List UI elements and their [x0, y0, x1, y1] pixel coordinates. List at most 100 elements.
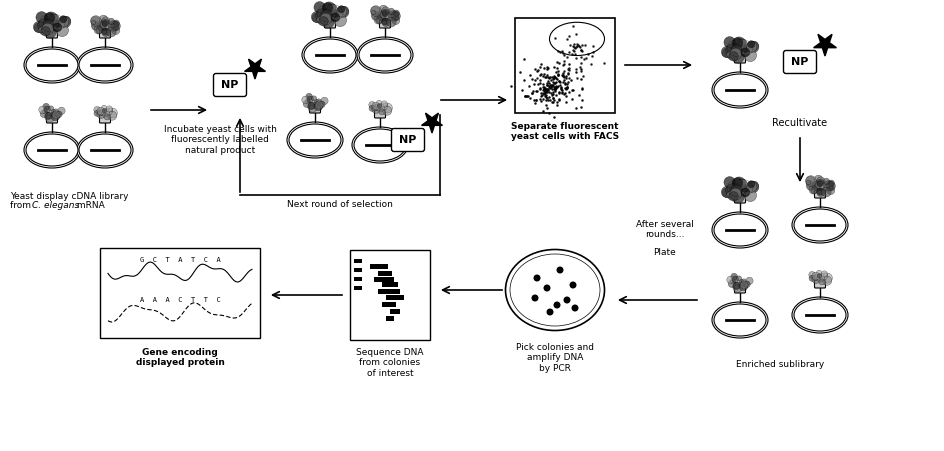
Circle shape [377, 104, 384, 112]
Point [548, 83, 564, 90]
Circle shape [393, 10, 399, 16]
Point [539, 88, 554, 95]
Point [554, 48, 569, 55]
Circle shape [569, 281, 577, 289]
Circle shape [388, 10, 399, 21]
FancyBboxPatch shape [379, 20, 391, 28]
Ellipse shape [354, 129, 406, 161]
Point [574, 53, 589, 60]
Circle shape [730, 46, 739, 55]
Point [566, 43, 582, 50]
Point [558, 80, 573, 87]
Circle shape [728, 280, 735, 288]
Circle shape [741, 188, 750, 197]
Point [548, 86, 563, 93]
Point [537, 87, 552, 94]
Circle shape [741, 185, 749, 193]
Point [573, 43, 588, 51]
Circle shape [325, 15, 330, 22]
Bar [354, 268, 362, 272]
Point [542, 74, 557, 82]
Ellipse shape [792, 297, 848, 333]
Point [564, 95, 579, 102]
Circle shape [544, 285, 550, 291]
Circle shape [822, 273, 833, 283]
Point [547, 85, 562, 92]
Circle shape [95, 27, 103, 34]
FancyBboxPatch shape [99, 30, 110, 38]
Circle shape [721, 186, 733, 198]
Point [528, 100, 543, 107]
Point [548, 87, 563, 95]
Circle shape [531, 295, 538, 302]
Circle shape [370, 6, 381, 17]
Point [527, 97, 542, 104]
FancyBboxPatch shape [784, 51, 817, 74]
FancyBboxPatch shape [815, 280, 825, 288]
Circle shape [331, 13, 340, 22]
Point [514, 86, 530, 93]
Point [562, 64, 577, 72]
Circle shape [369, 105, 375, 111]
FancyBboxPatch shape [734, 195, 746, 203]
Circle shape [736, 39, 748, 50]
Circle shape [371, 6, 379, 15]
Bar [382, 282, 398, 287]
Circle shape [382, 103, 393, 113]
Point [535, 81, 550, 88]
Point [538, 94, 553, 101]
Point [546, 72, 561, 79]
Circle shape [102, 21, 108, 26]
Circle shape [376, 17, 382, 24]
Point [546, 78, 561, 86]
Circle shape [107, 27, 116, 37]
Circle shape [372, 102, 379, 110]
Point [585, 48, 600, 55]
Text: Pick colonies and
amplify DNA
by PCR: Pick colonies and amplify DNA by PCR [516, 343, 594, 373]
Point [552, 78, 567, 86]
Point [562, 33, 577, 40]
Point [568, 104, 583, 111]
Bar [386, 295, 404, 300]
Point [529, 97, 544, 104]
Point [537, 83, 552, 91]
Point [557, 52, 572, 59]
Point [573, 63, 588, 70]
Circle shape [736, 179, 748, 190]
Circle shape [746, 41, 757, 52]
Bar [390, 309, 400, 314]
Circle shape [386, 17, 396, 27]
Point [548, 69, 564, 76]
FancyBboxPatch shape [734, 55, 746, 63]
Point [539, 96, 554, 103]
Circle shape [811, 187, 818, 194]
Point [536, 86, 551, 93]
Point [547, 74, 562, 82]
Point [533, 61, 548, 68]
Point [561, 78, 576, 86]
Circle shape [313, 101, 319, 107]
Circle shape [722, 48, 732, 57]
Circle shape [44, 106, 51, 113]
Point [542, 88, 557, 96]
Point [564, 76, 579, 83]
Bar [378, 289, 400, 294]
Circle shape [379, 106, 384, 111]
Point [567, 51, 582, 58]
Circle shape [728, 53, 734, 60]
Circle shape [812, 181, 821, 190]
Circle shape [733, 37, 743, 48]
Circle shape [318, 101, 325, 108]
Point [583, 61, 598, 68]
Point [544, 83, 559, 90]
Point [537, 84, 552, 92]
Circle shape [105, 108, 112, 115]
Point [517, 93, 532, 100]
Point [560, 84, 575, 92]
Point [544, 76, 559, 83]
Circle shape [44, 26, 57, 38]
Point [546, 94, 561, 101]
Circle shape [742, 283, 748, 289]
Circle shape [302, 96, 309, 103]
Point [558, 85, 573, 92]
